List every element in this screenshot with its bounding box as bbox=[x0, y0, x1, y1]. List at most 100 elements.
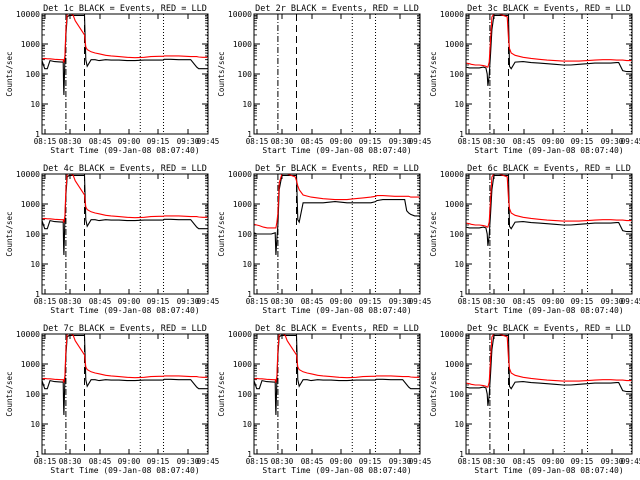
x-tick-label: 08:30 bbox=[271, 297, 294, 306]
x-tick-label: 09:15 bbox=[147, 137, 170, 146]
detector-panel: Det 7c BLACK = Events, RED = LLD Counts/s… bbox=[5, 324, 219, 475]
x-axis-label: Start Time (09-Jan-08 08:07:40) bbox=[50, 466, 199, 475]
x-tick-label: 08:15 bbox=[458, 137, 481, 146]
x-tick-label: 09:15 bbox=[359, 137, 382, 146]
y-tick-label: 1 bbox=[247, 130, 252, 139]
x-tick-label: 08:45 bbox=[301, 137, 324, 146]
x-tick-label: 08:45 bbox=[89, 297, 112, 306]
x-tick-label: 08:30 bbox=[483, 457, 506, 466]
panel-title: Det 5r BLACK = Events, RED = LLD bbox=[255, 164, 419, 174]
y-tick-label: 10000 bbox=[440, 10, 464, 19]
lld-series-line bbox=[254, 174, 420, 229]
y-tick-label: 10 bbox=[454, 100, 464, 109]
y-tick-label: 1 bbox=[247, 450, 252, 459]
x-tick-label: 09:45 bbox=[197, 137, 220, 146]
x-tick-label: 08:15 bbox=[246, 137, 269, 146]
x-tick-label: 09:30 bbox=[389, 457, 412, 466]
x-tick-label: 08:30 bbox=[59, 137, 82, 146]
y-tick-label: 10000 bbox=[440, 330, 464, 339]
y-axis-label: Counts/sec bbox=[5, 211, 14, 256]
x-tick-label: 09:15 bbox=[571, 457, 594, 466]
y-tick-label: 10 bbox=[30, 260, 40, 269]
lld-series-line bbox=[466, 14, 632, 68]
y-axis-label: Counts/sec bbox=[5, 51, 14, 96]
x-tick-label: 09:30 bbox=[601, 457, 624, 466]
x-axis-label: Start Time (09-Jan-08 08:07:40) bbox=[262, 146, 411, 155]
events-series-line bbox=[254, 174, 420, 256]
x-tick-label: 08:45 bbox=[513, 297, 536, 306]
detector-panel: Det 5r BLACK = Events, RED = LLD Counts/s… bbox=[217, 164, 431, 315]
lld-series-line bbox=[42, 14, 208, 63]
events-series-line bbox=[42, 174, 208, 256]
x-tick-label: 09:15 bbox=[359, 457, 382, 466]
x-tick-label: 09:45 bbox=[409, 137, 432, 146]
panel-title: Det 6c BLACK = Events, RED = LLD bbox=[467, 164, 631, 174]
x-tick-label: 08:15 bbox=[458, 297, 481, 306]
y-tick-label: 1000 bbox=[21, 40, 40, 49]
x-tick-label: 08:45 bbox=[89, 457, 112, 466]
x-tick-label: 08:15 bbox=[34, 137, 57, 146]
x-tick-label: 09:30 bbox=[389, 137, 412, 146]
panel-title: Det 3c BLACK = Events, RED = LLD bbox=[467, 4, 631, 14]
x-tick-label: 09:30 bbox=[601, 137, 624, 146]
events-series-line bbox=[42, 14, 208, 96]
x-tick-label: 09:00 bbox=[542, 297, 565, 306]
x-tick-label: 09:45 bbox=[197, 457, 220, 466]
y-tick-label: 100 bbox=[450, 230, 465, 239]
x-tick-label: 08:15 bbox=[246, 457, 269, 466]
y-tick-label: 1000 bbox=[233, 200, 252, 209]
y-tick-label: 10 bbox=[242, 420, 252, 429]
x-tick-label: 09:15 bbox=[147, 457, 170, 466]
y-tick-label: 10000 bbox=[228, 10, 252, 19]
panel-title: Det 9c BLACK = Events, RED = LLD bbox=[467, 324, 631, 334]
y-tick-label: 10 bbox=[454, 420, 464, 429]
plot-frame bbox=[41, 333, 209, 455]
x-tick-label: 09:30 bbox=[177, 297, 200, 306]
panel-title: Det 2r BLACK = Events, RED = LLD bbox=[255, 4, 419, 14]
y-axis-label: Counts/sec bbox=[429, 51, 438, 96]
x-tick-label: 09:15 bbox=[147, 297, 170, 306]
x-axis-label: Start Time (09-Jan-08 08:07:40) bbox=[50, 146, 199, 155]
detector-panel: Det 1c BLACK = Events, RED = LLD Counts/s… bbox=[5, 4, 219, 155]
lld-series-line bbox=[466, 334, 632, 388]
x-tick-label: 09:30 bbox=[389, 297, 412, 306]
plot-frame bbox=[41, 173, 209, 295]
x-axis-label: Start Time (09-Jan-08 08:07:40) bbox=[50, 306, 199, 315]
x-tick-label: 09:00 bbox=[330, 137, 353, 146]
y-tick-label: 10 bbox=[242, 260, 252, 269]
x-tick-label: 08:45 bbox=[301, 457, 324, 466]
x-tick-label: 08:30 bbox=[271, 137, 294, 146]
y-axis-label: Counts/sec bbox=[429, 211, 438, 256]
x-tick-label: 09:45 bbox=[621, 137, 640, 146]
x-tick-label: 08:30 bbox=[483, 297, 506, 306]
x-tick-label: 09:45 bbox=[621, 457, 640, 466]
y-tick-label: 1000 bbox=[445, 360, 464, 369]
y-tick-label: 10 bbox=[30, 100, 40, 109]
x-tick-label: 08:45 bbox=[301, 297, 324, 306]
plot-frame bbox=[465, 173, 633, 295]
events-series-line bbox=[254, 334, 420, 416]
y-tick-label: 1000 bbox=[233, 360, 252, 369]
y-tick-label: 1000 bbox=[21, 360, 40, 369]
x-tick-label: 09:15 bbox=[571, 137, 594, 146]
detector-panel: Det 2r BLACK = Events, RED = LLD Counts/s… bbox=[217, 4, 431, 155]
y-tick-label: 10 bbox=[30, 420, 40, 429]
x-tick-label: 09:30 bbox=[601, 297, 624, 306]
x-tick-label: 09:30 bbox=[177, 137, 200, 146]
events-series-line bbox=[466, 334, 632, 406]
x-tick-label: 09:00 bbox=[118, 137, 141, 146]
lld-series-line bbox=[42, 334, 208, 383]
x-tick-label: 08:15 bbox=[34, 297, 57, 306]
y-tick-label: 10000 bbox=[228, 330, 252, 339]
x-tick-label: 09:15 bbox=[359, 297, 382, 306]
y-tick-label: 1 bbox=[459, 130, 464, 139]
y-tick-label: 10000 bbox=[228, 170, 252, 179]
y-tick-label: 1 bbox=[247, 290, 252, 299]
x-tick-label: 09:15 bbox=[571, 297, 594, 306]
x-tick-label: 09:45 bbox=[409, 297, 432, 306]
y-tick-label: 100 bbox=[26, 390, 41, 399]
y-tick-label: 1 bbox=[35, 450, 40, 459]
events-series-line bbox=[466, 14, 632, 86]
detector-panel: Det 4c BLACK = Events, RED = LLD Counts/s… bbox=[5, 164, 219, 315]
plot-frame bbox=[253, 333, 421, 455]
